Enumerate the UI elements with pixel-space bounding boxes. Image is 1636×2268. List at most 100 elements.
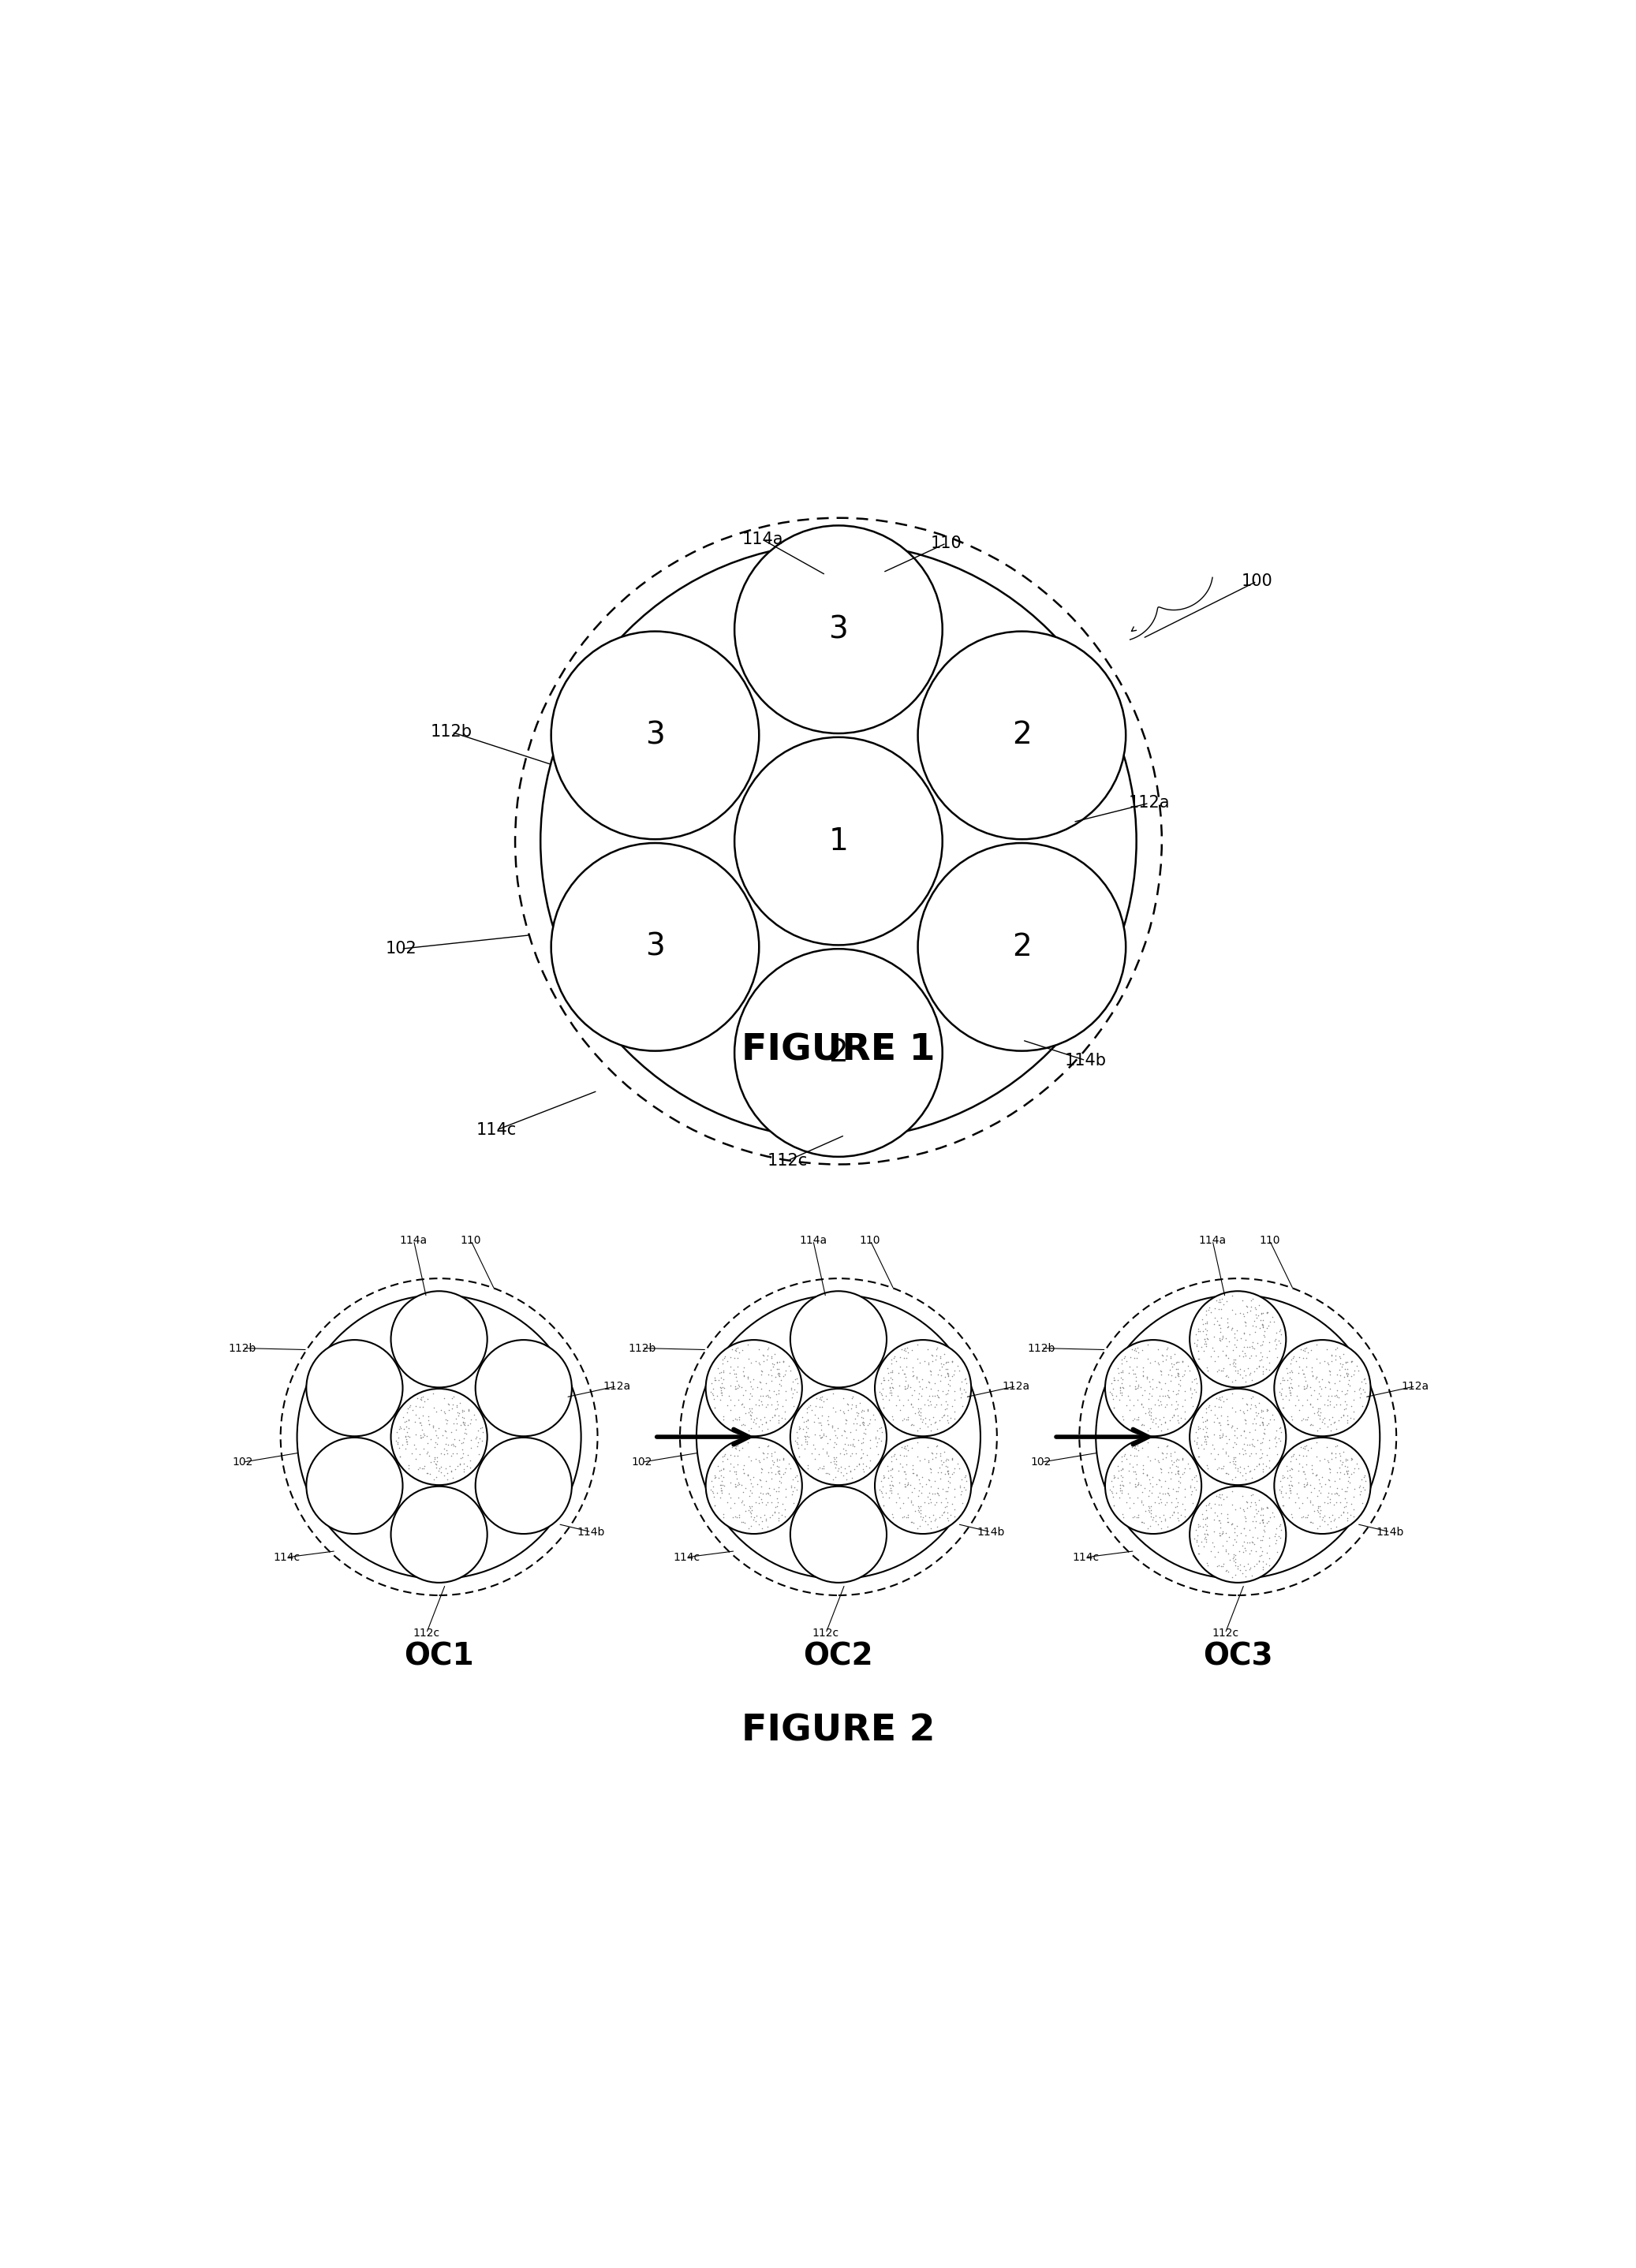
Point [1201,1388,1227,1424]
Point [918,1510,944,1547]
Point [703,1377,730,1413]
Point [844,1395,870,1431]
Point [1278,1472,1304,1508]
Point [1104,1349,1130,1386]
Point [1325,1476,1351,1513]
Point [746,1442,772,1479]
Point [438,1390,465,1427]
Point [908,1488,934,1524]
Point [1194,1313,1220,1349]
Text: 114c: 114c [1072,1551,1099,1563]
Point [825,1420,851,1456]
Point [847,1440,874,1476]
Point [810,1415,836,1452]
Point [1335,1454,1361,1490]
Point [394,1427,420,1463]
Point [754,1429,780,1465]
Text: FIGURE 2: FIGURE 2 [741,1712,936,1749]
Point [1178,1476,1204,1513]
Point [1335,1442,1361,1479]
Point [1327,1442,1353,1479]
Point [1180,1374,1206,1411]
Point [1209,1449,1235,1486]
Point [1214,1284,1240,1320]
Point [1199,1329,1225,1365]
Point [1291,1429,1317,1465]
Point [1225,1352,1252,1388]
Point [1135,1381,1162,1418]
Point [1270,1479,1296,1515]
Point [1148,1336,1175,1372]
Point [1147,1383,1173,1420]
Point [1194,1547,1220,1583]
Point [723,1329,749,1365]
Point [416,1454,442,1490]
Point [924,1372,951,1408]
Point [754,1411,780,1447]
Point [1294,1399,1320,1436]
Point [1234,1551,1260,1588]
Point [394,1418,420,1454]
Point [939,1343,965,1379]
Point [1114,1440,1140,1476]
Point [1109,1442,1135,1479]
Point [1196,1290,1222,1327]
Point [744,1368,771,1404]
Point [1109,1438,1135,1474]
Point [898,1370,924,1406]
Point [1278,1463,1304,1499]
Point [790,1399,816,1436]
Text: 100: 100 [1242,574,1273,590]
Point [1193,1297,1219,1334]
Point [1330,1445,1356,1481]
Point [869,1413,895,1449]
Point [1234,1295,1260,1331]
Point [1225,1547,1252,1583]
Point [807,1420,833,1456]
Point [833,1402,859,1438]
Point [815,1454,841,1490]
Point [1234,1454,1260,1490]
Point [746,1429,772,1465]
Point [874,1474,900,1510]
Point [1291,1368,1317,1404]
Point [1270,1458,1296,1495]
Point [440,1436,466,1472]
Point [942,1472,969,1508]
Point [1145,1486,1171,1522]
Point [422,1424,448,1461]
Point [916,1449,942,1486]
Point [1201,1334,1227,1370]
Point [708,1361,735,1397]
Point [1232,1402,1258,1438]
Point [1250,1356,1276,1393]
Point [754,1474,780,1510]
Point [723,1470,749,1506]
Point [1162,1488,1188,1524]
Point [1232,1334,1258,1370]
Point [766,1356,792,1393]
Point [738,1508,764,1545]
Point [857,1431,883,1467]
Point [735,1438,761,1474]
Point [1256,1529,1283,1565]
Point [406,1399,432,1436]
Point [921,1501,947,1538]
Point [445,1447,471,1483]
Point [1292,1447,1319,1483]
Point [1219,1311,1245,1347]
Point [438,1452,465,1488]
Point [425,1411,452,1447]
Point [934,1472,960,1508]
Point [1340,1454,1366,1490]
Point [1124,1349,1150,1386]
Point [1242,1486,1268,1522]
Point [1134,1456,1160,1492]
Point [766,1454,792,1490]
Point [1099,1474,1126,1510]
Point [1222,1524,1248,1560]
Point [810,1449,836,1486]
Point [1219,1293,1245,1329]
Point [738,1461,764,1497]
Point [1314,1331,1340,1368]
